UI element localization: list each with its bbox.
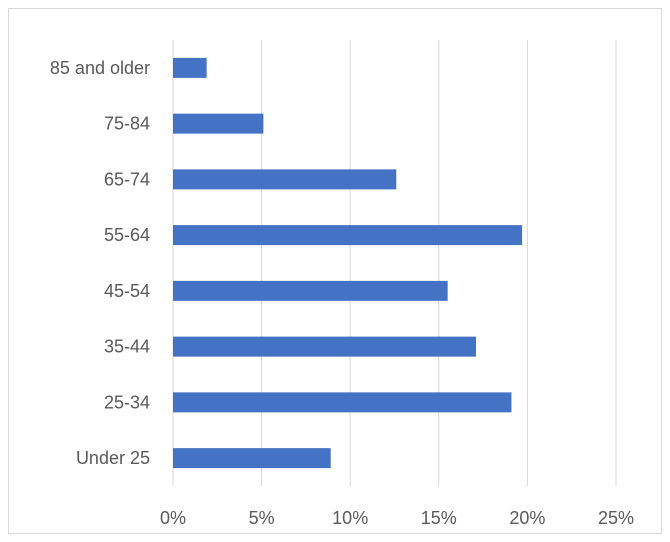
category-label: 55-64	[104, 225, 150, 245]
x-tick-label: 0%	[160, 508, 186, 528]
bar	[173, 336, 477, 357]
category-label: 25-34	[104, 392, 150, 412]
bar	[173, 113, 264, 134]
x-tick-label: 5%	[249, 508, 275, 528]
category-label: 35-44	[104, 337, 150, 357]
category-label: 85 and older	[50, 58, 150, 78]
bar	[173, 280, 448, 301]
x-tick-label: 20%	[509, 508, 545, 528]
bars	[173, 57, 523, 469]
x-tick-labels: 0% 5% 10% 15% 20% 25%	[160, 508, 634, 528]
category-label: 45-54	[104, 281, 150, 301]
bar	[173, 392, 512, 413]
category-label: 75-84	[104, 114, 150, 134]
category-label: 65-74	[104, 169, 150, 189]
chart-frame	[8, 8, 662, 534]
category-label: Under 25	[76, 448, 150, 468]
bar	[173, 57, 207, 78]
bar	[173, 169, 397, 190]
gridlines	[172, 40, 617, 486]
bar	[173, 225, 523, 246]
x-tick-label: 10%	[332, 508, 368, 528]
bar	[173, 448, 331, 469]
x-tick-label: 25%	[598, 508, 634, 528]
category-labels: 85 and older 75-84 65-74 55-64 45-54 35-44 25-…	[50, 58, 150, 468]
x-tick-label: 15%	[421, 508, 457, 528]
